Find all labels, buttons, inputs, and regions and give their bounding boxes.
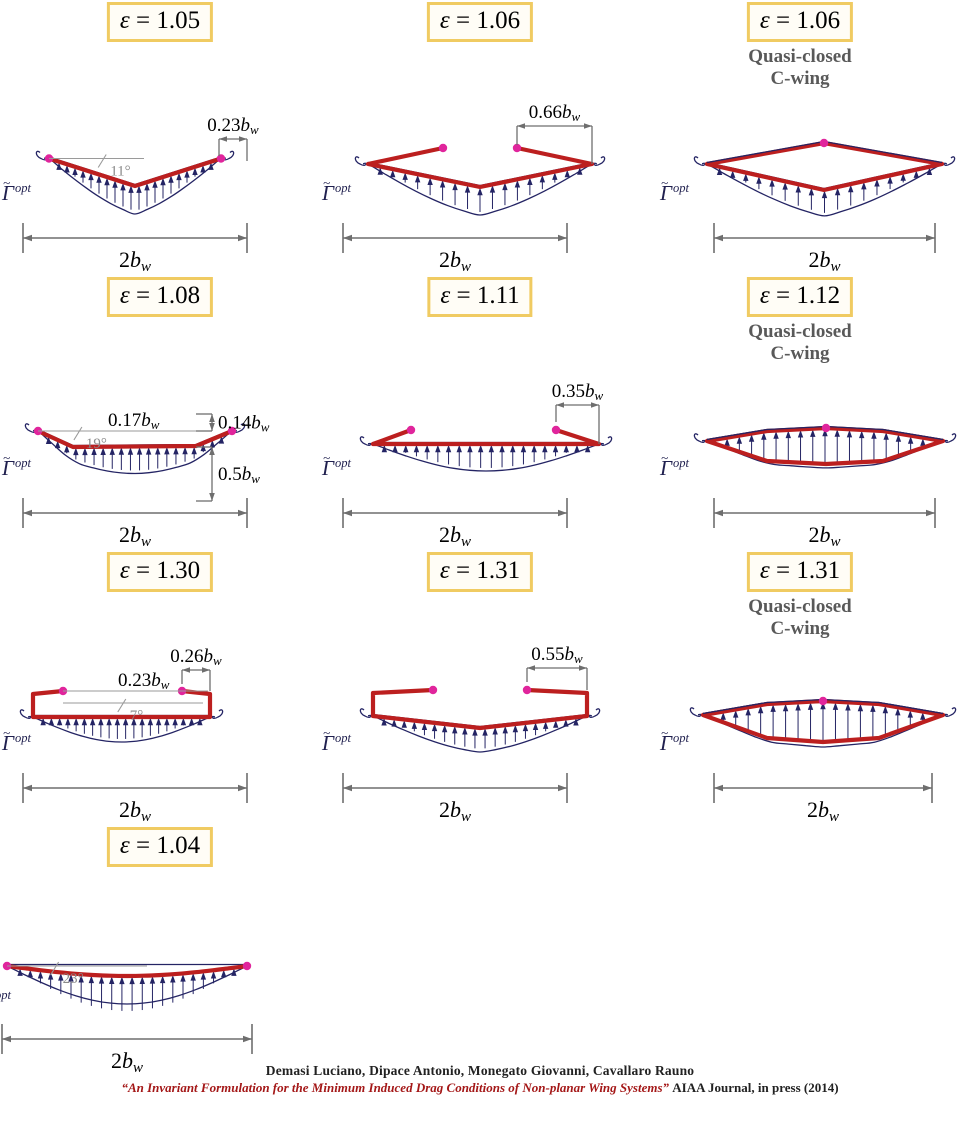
svg-text:opt: opt: [673, 731, 690, 745]
svg-text:opt: opt: [15, 181, 32, 195]
svg-text:2bw: 2bw: [119, 797, 151, 825]
svg-text:2bw: 2bw: [807, 797, 839, 825]
svg-text:2bw: 2bw: [439, 797, 471, 825]
svg-text:0.23bw: 0.23bw: [207, 115, 259, 137]
svg-text:opt: opt: [0, 988, 12, 1002]
svg-text:opt: opt: [673, 181, 690, 195]
svg-text:2bw: 2bw: [439, 247, 471, 275]
svg-text:0.55bw: 0.55bw: [531, 644, 583, 666]
svg-text:opt: opt: [335, 456, 352, 470]
svg-text:~: ~: [661, 725, 668, 740]
svg-text:~: ~: [3, 175, 10, 190]
svg-text:opt: opt: [15, 731, 32, 745]
svg-text:0.17bw: 0.17bw: [108, 410, 160, 432]
svg-text:0.26bw: 0.26bw: [170, 646, 222, 668]
svg-text:23°: 23°: [63, 971, 84, 987]
svg-text:~: ~: [3, 725, 10, 740]
svg-text:~: ~: [323, 175, 330, 190]
svg-text:7°: 7°: [130, 708, 144, 724]
svg-text:19°: 19°: [86, 436, 107, 452]
svg-text:2bw: 2bw: [808, 522, 840, 550]
svg-text:opt: opt: [335, 181, 352, 195]
svg-text:0.5bw: 0.5bw: [218, 464, 260, 486]
svg-text:0.23bw: 0.23bw: [118, 670, 170, 692]
svg-text:opt: opt: [335, 731, 352, 745]
svg-text:0.35bw: 0.35bw: [552, 381, 604, 403]
svg-text:~: ~: [323, 450, 330, 465]
svg-text:0.66bw: 0.66bw: [529, 102, 581, 124]
svg-text:2bw: 2bw: [119, 522, 151, 550]
svg-text:0.14bw: 0.14bw: [218, 413, 270, 435]
svg-text:2bw: 2bw: [119, 247, 151, 275]
svg-text:2bw: 2bw: [439, 522, 471, 550]
svg-text:opt: opt: [15, 456, 32, 470]
svg-text:~: ~: [323, 725, 330, 740]
svg-text:~: ~: [661, 175, 668, 190]
svg-text:11°: 11°: [110, 164, 130, 180]
svg-text:2bw: 2bw: [808, 247, 840, 275]
svg-text:~: ~: [661, 450, 668, 465]
svg-text:~: ~: [3, 450, 10, 465]
svg-text:opt: opt: [673, 456, 690, 470]
